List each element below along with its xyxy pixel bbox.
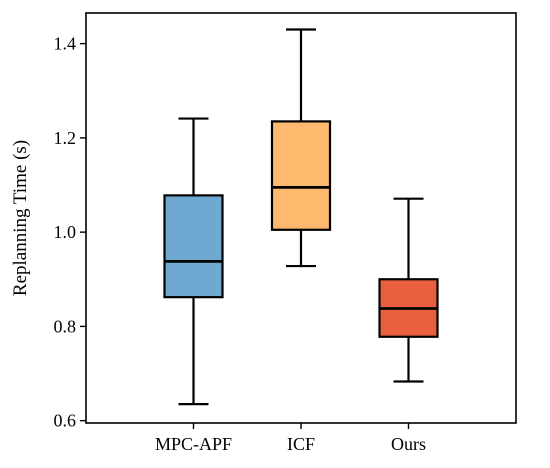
box-icf (270, 28, 332, 268)
x-tick-label: Ours (391, 434, 426, 454)
iqr-box (270, 120, 332, 231)
x-axis: MPC-APF ICF Ours (155, 423, 426, 454)
y-axis-title: Replanning Time (s) (10, 140, 31, 296)
y-tick-label: 1.0 (54, 222, 77, 242)
y-axis: 0.6 0.8 1.0 1.2 1.4 (54, 34, 86, 431)
x-tick-label: ICF (287, 434, 315, 454)
y-tick-label: 0.6 (54, 411, 77, 431)
y-tick-label: 0.8 (54, 316, 77, 336)
box-ours (378, 197, 439, 383)
boxes-group (163, 28, 439, 406)
y-tick-label: 1.2 (54, 128, 77, 148)
y-tick-label: 1.4 (54, 34, 77, 54)
box-mpc-apf (163, 117, 224, 406)
iqr-box (163, 194, 224, 299)
x-tick-label: MPC-APF (155, 434, 232, 454)
